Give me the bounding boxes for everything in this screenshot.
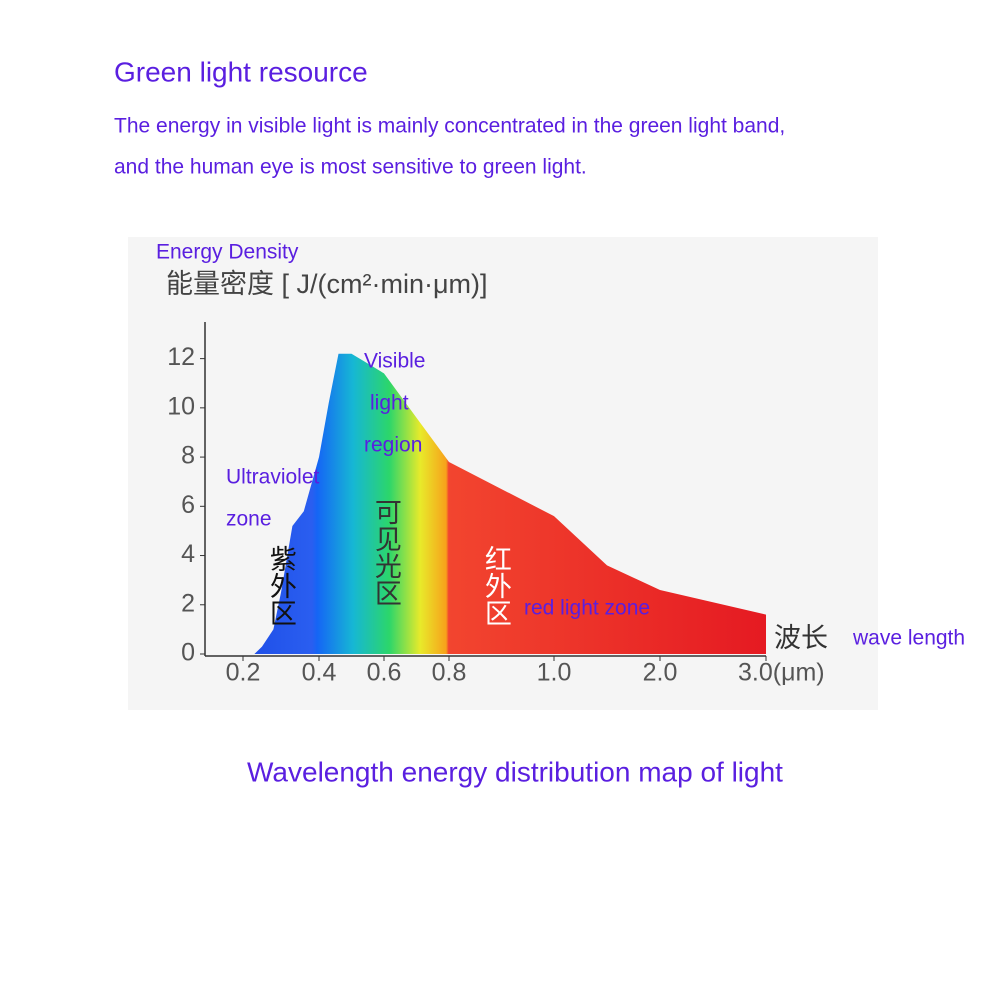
x-tick-label: 0.8 xyxy=(432,659,467,687)
y-tick-label: 6 xyxy=(181,491,195,519)
y-tick-label: 12 xyxy=(167,343,195,371)
x-tick-label: 1.0 xyxy=(537,659,572,687)
annotation-cn: 紫外区 xyxy=(266,545,296,626)
x-tick-label: 0.2 xyxy=(226,659,261,687)
annotation: light xyxy=(370,392,409,415)
x-label-en: wave length xyxy=(852,627,965,650)
y-tick-label: 4 xyxy=(181,540,195,568)
y-tick-label: 8 xyxy=(181,442,195,470)
annotation-cn: 红外区 xyxy=(481,545,512,626)
annotation: region xyxy=(364,434,422,457)
annotation: zone xyxy=(226,508,272,531)
caption: Wavelength energy distribution map of li… xyxy=(247,756,783,787)
annotation: red light zone xyxy=(524,597,650,620)
x-tick-label: 2.0 xyxy=(643,659,678,687)
x-label: 波长 xyxy=(774,623,828,653)
annotation-cn: 可见光区 xyxy=(371,498,402,606)
annotation: Visible xyxy=(364,350,425,373)
energy-area xyxy=(254,353,766,654)
y-tick-label: 2 xyxy=(181,589,195,617)
y-label: 能量密度 [ J/(cm²·min·μm)] xyxy=(166,269,488,299)
annotation: Ultraviolet xyxy=(226,466,320,489)
x-tick-label: 0.4 xyxy=(302,659,337,687)
title: Green light resource xyxy=(114,56,368,87)
x-tick-label: 3.0(μm) xyxy=(738,659,825,687)
description: and the human eye is most sensitive to g… xyxy=(114,156,587,179)
x-tick-label: 0.6 xyxy=(367,659,402,687)
y-label-en: Energy Density xyxy=(156,241,299,264)
description: The energy in visible light is mainly co… xyxy=(114,115,785,138)
y-tick-label: 0 xyxy=(181,639,195,667)
y-tick-label: 10 xyxy=(167,392,195,420)
